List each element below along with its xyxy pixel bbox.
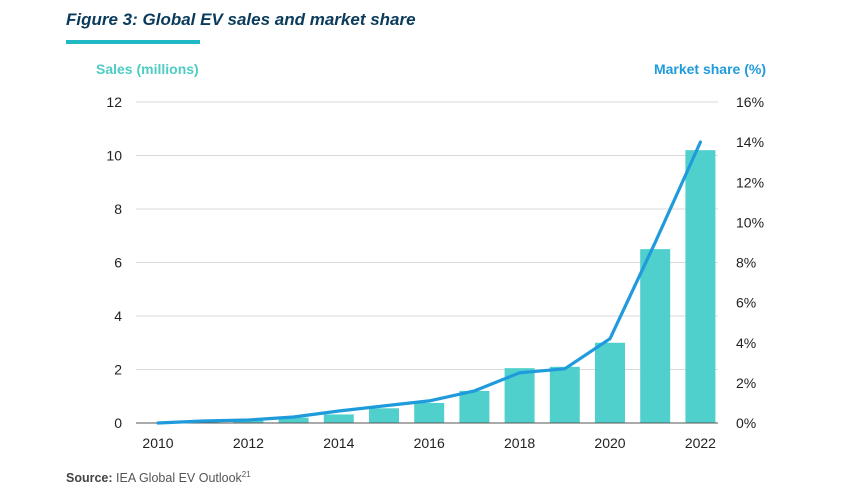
y-left-tick-label: 4 [114,308,122,324]
y-left-tick-label: 12 [106,94,122,110]
x-tick-label: 2020 [594,435,625,451]
sales-bar [549,366,580,423]
source-text: IEA Global EV Outlook [116,471,242,486]
y-right-tick-label: 6% [736,295,756,311]
sales-bar [685,150,716,423]
y-right-tick-label: 10% [736,214,764,230]
x-tick-label: 2018 [504,435,535,451]
sales-bar [369,408,399,423]
y-right-tick-label: 2% [736,375,756,391]
source-note: Source: IEA Global EV Outlook21 [66,470,251,485]
x-tick-label: 2012 [233,435,264,451]
y-right-tick-label: 12% [736,174,764,190]
y-right-tick-label: 0% [736,415,756,431]
sales-bar [414,402,445,423]
left-axis-label: Sales (millions) [96,61,199,77]
y-left-tick-label: 10 [106,148,122,164]
x-tick-label: 2022 [685,435,716,451]
y-right-tick-label: 8% [736,255,756,271]
x-tick-label: 2016 [414,435,445,451]
y-right-tick-label: 4% [736,335,756,351]
title-underline [66,40,200,44]
right-axis-label: Market share (%) [653,61,766,77]
y-right-tick-label: 16% [736,94,764,110]
y-left-tick-label: 0 [114,415,122,431]
x-tick-label: 2014 [323,435,354,451]
sales-bar [640,249,671,423]
y-right-tick-label: 14% [736,134,764,150]
sales-bar [323,414,354,423]
source-ref: 21 [241,470,251,479]
sales-bar [278,417,309,423]
sales-bar [459,390,490,423]
sales-bar [595,342,625,423]
y-left-tick-label: 2 [114,362,122,378]
x-tick-label: 2010 [142,435,173,451]
figure-title: Figure 3: Global EV sales and market sha… [66,10,416,29]
ev-chart: 0 2 4 6 8 10 12 0% 2% 4% 6% 8% 10% 12% 14% 16% 2010 2012 2… [106,94,764,451]
source-label: Source: [66,471,113,486]
y-left-tick-label: 6 [114,255,122,271]
y-left-tick-label: 8 [114,201,122,217]
market-share-line [156,140,703,425]
